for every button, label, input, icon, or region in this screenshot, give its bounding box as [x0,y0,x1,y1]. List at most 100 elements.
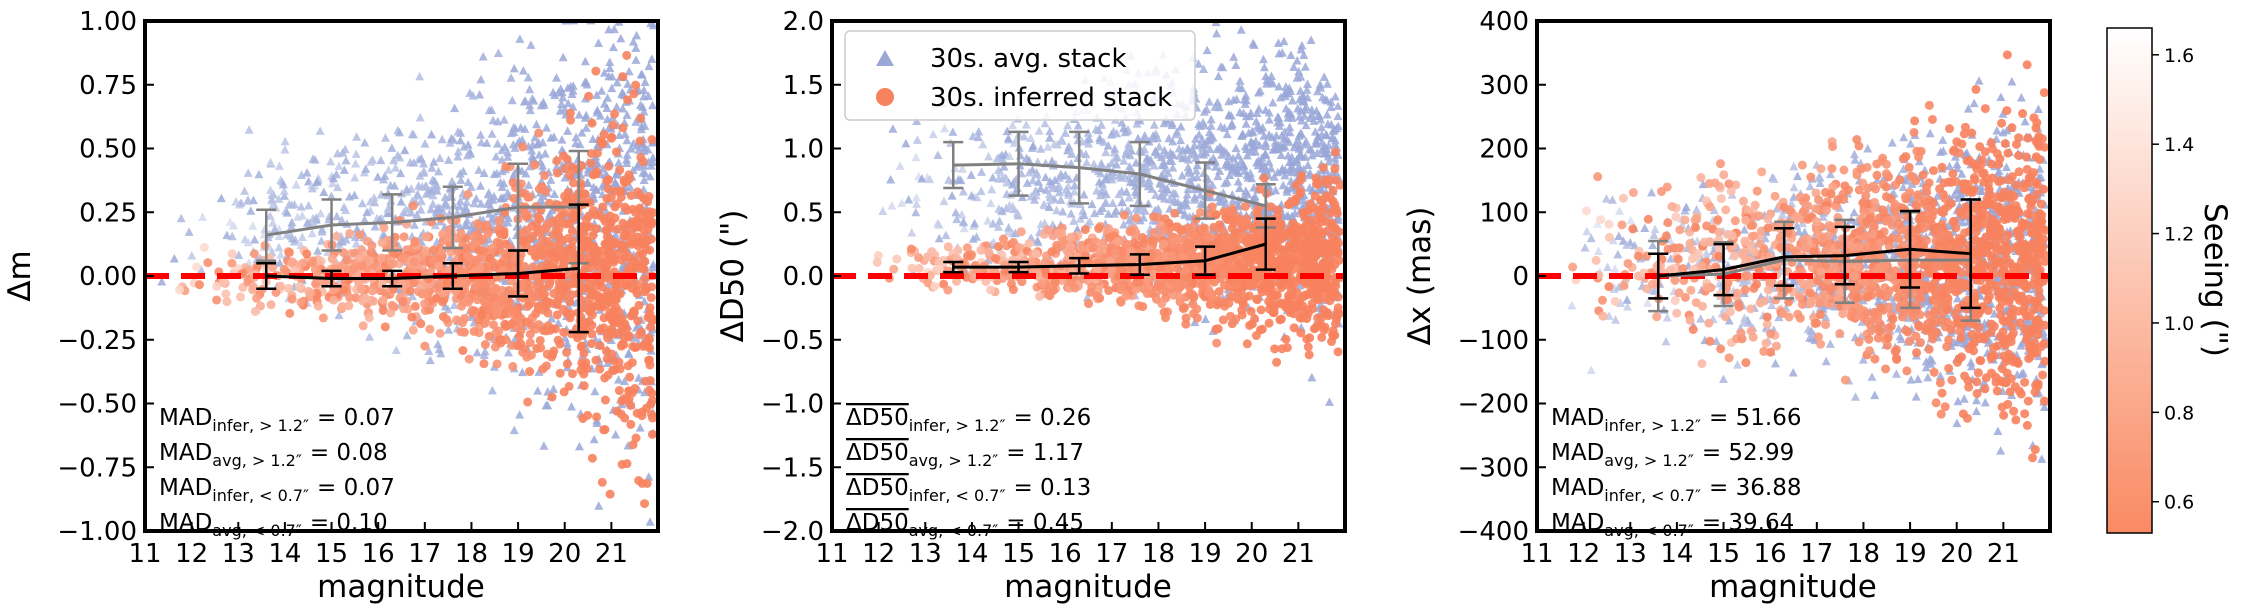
avg-point [1286,50,1296,59]
avg-point [1227,161,1237,170]
avg-point [635,11,644,20]
infer-point [409,278,419,288]
infer-point [595,364,605,374]
avg-point [1064,174,1074,184]
avg-point [1176,135,1186,145]
avg-point [1044,202,1054,212]
infer-point [1333,347,1343,357]
avg-point [925,174,935,184]
avg-point [487,385,497,395]
avg-point [349,190,359,200]
avg-point [1278,180,1288,190]
infer-point [1116,280,1126,290]
avg-point [488,195,498,204]
avg-point [243,237,253,247]
avg-point [560,333,570,342]
infer-point [619,175,629,185]
avg-point [243,196,253,205]
avg-point [1316,115,1326,124]
infer-point [492,359,502,369]
avg-point [1273,117,1283,127]
avg-point [645,517,655,526]
avg-point [548,384,558,393]
avg-point [415,113,425,122]
stat-value: = 0.07 [317,405,395,431]
avg-point [1296,72,1306,81]
avg-point [317,224,327,234]
infer-point [640,238,650,248]
avg-point [400,145,410,155]
infer-point [490,301,500,311]
infer-point [1181,313,1191,323]
avg-point [988,218,998,228]
avg-point [549,5,558,14]
infer-point [552,156,562,166]
avg-point [480,346,490,356]
avg-point [1240,99,1250,108]
avg-point [436,348,446,358]
avg-point [274,161,284,170]
infer-point [615,364,625,374]
avg-point [289,199,299,209]
avg-point [250,235,260,244]
infer-point [560,291,570,301]
avg-point [878,206,888,215]
avg-point [1241,186,1251,195]
avg-point [1147,184,1157,193]
infer-point [295,282,305,292]
avg-point [887,201,897,210]
avg-point [518,66,528,75]
avg-point [1190,195,1200,204]
avg-point [1140,130,1150,140]
avg-point [517,367,527,377]
avg-point [1079,189,1089,199]
avg-point [265,185,275,194]
avg-point [440,301,450,311]
infer-point [475,263,485,273]
avg-point [539,441,549,450]
infer-point [344,301,354,311]
avg-point [992,153,1002,163]
avg-point [476,137,486,147]
infer-point [203,258,213,268]
avg-point [416,196,426,206]
infer-point [547,352,557,362]
avg-point [455,201,465,211]
avg-point [907,227,917,237]
avg-point [395,127,405,137]
infer-point [510,306,520,316]
avg-point [456,175,466,184]
infer-point [434,261,444,271]
avg-point [972,232,982,241]
infer-point [1212,338,1222,348]
avg-point [594,38,604,47]
avg-point [1149,160,1159,170]
infer-point [531,281,541,291]
infer-point [1116,297,1126,307]
avg-point [957,164,967,173]
infer-point [250,306,260,316]
avg-point [1277,48,1287,57]
infer-point [518,142,528,152]
infer-point [495,259,505,269]
avg-point [1300,105,1310,114]
avg-point [556,99,566,108]
avg-point [1047,156,1057,165]
avg-point [1162,185,1172,194]
infer-point [565,297,575,307]
avg-point [1302,8,1311,17]
infer-point [469,307,479,317]
infer-point [567,279,577,289]
avg-point [940,123,950,133]
infer-point [480,340,490,350]
avg-point [560,172,570,182]
avg-point [530,132,540,142]
infer-point [546,241,556,251]
y-axis-label: Δm [2,250,38,301]
avg-point [1248,142,1258,152]
avg-point [1180,208,1190,218]
avg-point [563,98,573,108]
avg-point [978,139,988,149]
infer-point [1269,299,1279,309]
avg-point [539,100,549,109]
